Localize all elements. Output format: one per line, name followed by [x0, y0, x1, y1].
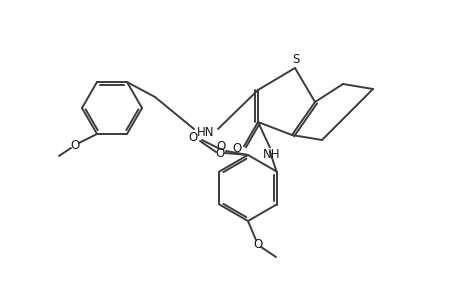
Text: O: O — [188, 130, 197, 143]
Text: O: O — [232, 142, 241, 155]
Text: O: O — [253, 238, 262, 251]
Text: HN: HN — [197, 125, 214, 139]
Text: NH: NH — [263, 148, 280, 161]
Text: O: O — [216, 140, 225, 152]
Text: S: S — [291, 52, 299, 65]
Text: O: O — [70, 140, 79, 152]
Text: O: O — [215, 146, 224, 160]
